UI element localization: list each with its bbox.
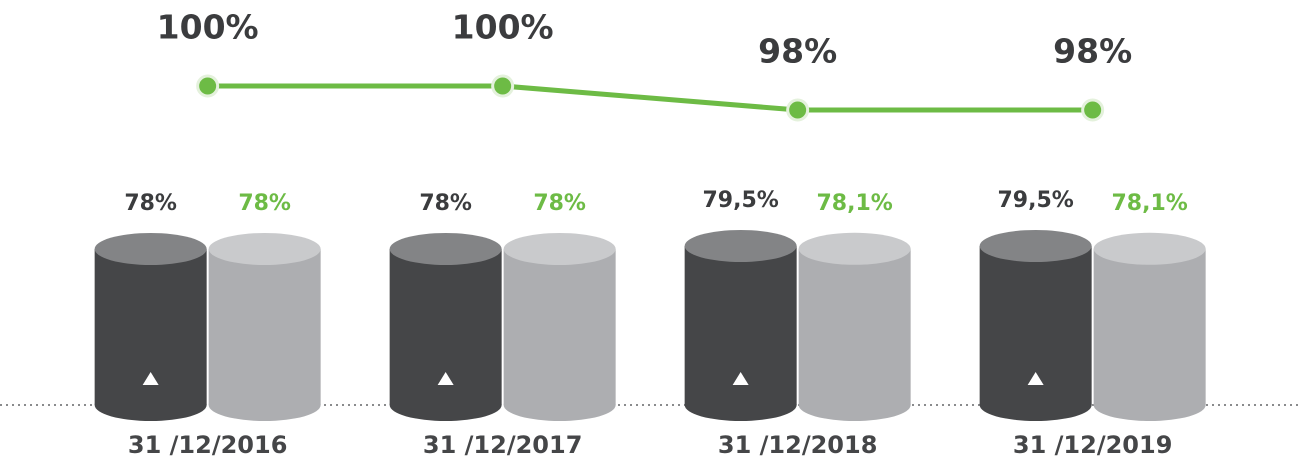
line-point <box>786 98 810 122</box>
cylinder-top <box>798 232 911 265</box>
triangle-icon <box>437 372 454 385</box>
line-value-label: 98% <box>758 32 837 71</box>
line-value-label: 100% <box>452 8 554 47</box>
cylinder-top <box>979 230 1092 262</box>
cylinder-bar <box>798 248 911 405</box>
bar-value-label: 78% <box>238 191 291 216</box>
cylinder-bar <box>503 249 616 405</box>
bar-value-label: 79,5% <box>997 188 1073 213</box>
triangle-icon <box>142 372 159 385</box>
cylinder-top <box>94 233 207 265</box>
bar-value-label: 78% <box>419 191 472 216</box>
cylinder-top <box>1093 232 1206 265</box>
cylinder-bar <box>1093 248 1206 405</box>
x-tick-label: 31 /12/2019 <box>1013 431 1172 459</box>
line-value-label: 100% <box>157 8 259 47</box>
cylinder-top <box>389 233 502 265</box>
bar-value-label: 78% <box>124 191 177 216</box>
cylinder-bar <box>208 249 321 405</box>
line-point <box>491 74 515 98</box>
x-tick-label: 31 /12/2017 <box>423 431 582 459</box>
cylinder-top <box>503 233 616 265</box>
bar-value-label: 78,1% <box>1111 191 1187 216</box>
triangle-icon <box>1027 372 1044 385</box>
cylinder-top <box>684 230 797 262</box>
bar-value-label: 79,5% <box>702 188 778 213</box>
line-point <box>1081 98 1105 122</box>
line-series <box>207 83 1093 113</box>
triangle-icon <box>732 372 749 385</box>
line-point <box>196 74 220 98</box>
line-value-label: 98% <box>1053 32 1132 71</box>
bar-value-label: 78,1% <box>816 191 892 216</box>
cylinder-top <box>208 233 321 265</box>
x-tick-label: 31 /12/2016 <box>128 431 287 459</box>
x-tick-label: 31 /12/2018 <box>718 431 877 459</box>
bar-value-label: 78% <box>533 191 586 216</box>
